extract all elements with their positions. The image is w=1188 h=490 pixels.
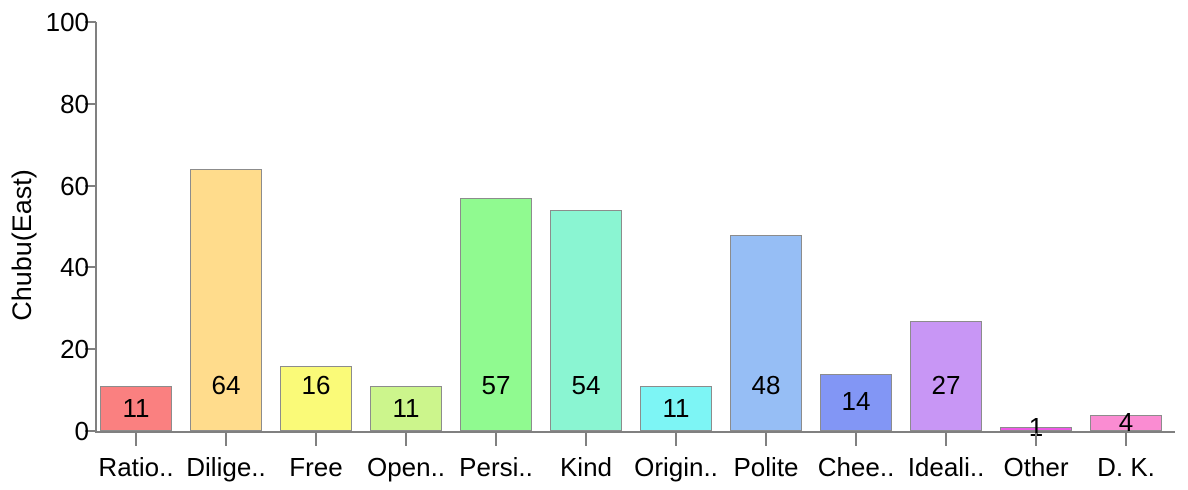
x-tick-mark [135, 433, 137, 446]
bar-value-label: 54 [571, 370, 601, 400]
y-tick-label: 100 [45, 7, 89, 37]
y-tick-mark [85, 266, 96, 269]
x-tick-label: D. K. [1097, 452, 1155, 482]
bar[interactable]: 27 [910, 320, 982, 431]
bar[interactable]: 57 [460, 197, 532, 431]
x-axis-line [95, 431, 1175, 433]
bar[interactable]: 16 [280, 365, 352, 431]
bar-value-label: 16 [301, 370, 331, 400]
y-tick-mark [85, 430, 96, 432]
x-tick-label: Persi.. [459, 452, 533, 482]
x-tick-mark [945, 433, 947, 446]
x-tick-label: Free [289, 452, 343, 482]
bar[interactable]: 11 [100, 386, 172, 431]
bar-value-label: 27 [931, 370, 961, 400]
x-tick-mark [675, 433, 677, 446]
bar-value-label: 4 [1118, 406, 1134, 437]
x-tick-label: Polite [733, 452, 799, 482]
bar-value-label: 11 [392, 392, 420, 423]
bar[interactable]: 4 [1090, 409, 1162, 435]
bar[interactable]: 54 [550, 210, 622, 431]
y-tick-label: 40 [60, 252, 89, 283]
y-tick-label: 80 [60, 88, 89, 119]
y-axis-line [95, 22, 97, 432]
x-tick-label: Kind [559, 452, 613, 482]
y-tick-mark [85, 102, 96, 105]
y-tick-mark [85, 21, 96, 23]
x-tick-mark [315, 433, 317, 446]
bar[interactable]: 64 [190, 169, 262, 431]
y-tick-mark [85, 184, 96, 187]
bar-value-label: 57 [481, 370, 511, 400]
x-tick-label: Dilige.. [186, 452, 266, 482]
x-tick-mark [765, 433, 767, 446]
bar[interactable]: 11 [370, 386, 442, 431]
x-tick-label: Origin.. [634, 452, 718, 482]
x-tick-mark [405, 433, 407, 446]
y-axis-title: Chubu(East) [6, 169, 37, 321]
bar-value-label: 11 [122, 392, 150, 423]
bar[interactable]: 48 [730, 234, 802, 431]
x-tick-label: Ideali.. [907, 452, 985, 482]
y-tick-label: 0 [74, 416, 89, 446]
bar[interactable]: 11 [640, 386, 712, 431]
x-tick-mark [855, 433, 857, 446]
x-tick-mark [225, 433, 227, 446]
bar-value-label: 48 [751, 370, 781, 400]
bar-value-label: 14 [841, 386, 871, 417]
x-tick-label: Other [1003, 452, 1069, 482]
bar-value-label: 64 [211, 370, 241, 400]
bar[interactable]: 14 [820, 373, 892, 431]
bar-value-label: 11 [662, 392, 690, 423]
x-tick-mark [1035, 433, 1037, 446]
x-tick-mark [1125, 433, 1127, 446]
x-tick-label: Chee.. [817, 452, 895, 482]
x-tick-mark [585, 433, 587, 446]
y-tick-mark [85, 348, 96, 351]
y-tick-label: 60 [60, 170, 89, 201]
bar[interactable]: 1 [1000, 414, 1072, 440]
x-tick-mark [495, 433, 497, 446]
x-tick-label: Ratio.. [98, 452, 174, 482]
plot-area: 11 64 16 11 57 54 11 48 14 27 1 4 [95, 22, 1175, 440]
x-tick-label: Open.. [366, 452, 446, 482]
y-tick-label: 20 [60, 334, 89, 365]
